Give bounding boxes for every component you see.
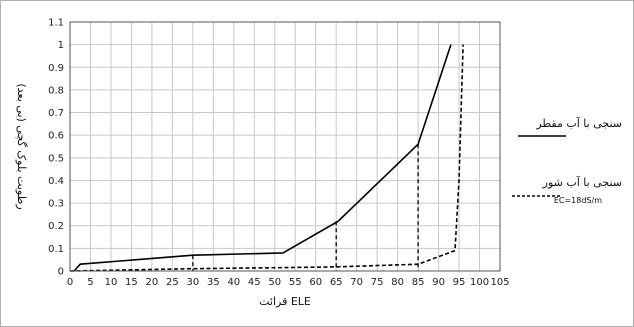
x-tick-label: 10 <box>105 277 118 288</box>
y-tick-label: 0.4 <box>48 176 64 187</box>
x-tick-label: 40 <box>227 277 240 288</box>
x-tick-label: 15 <box>125 277 138 288</box>
y-tick-label: 0.5 <box>48 153 64 164</box>
legend-label-fresh-water: سنجی با آب مقطر <box>535 116 622 130</box>
x-tick-label: 60 <box>309 277 322 288</box>
series-line-1 <box>69 44 464 272</box>
y-tick-label: 1 <box>58 40 64 51</box>
y-tick-label: 0.6 <box>48 131 64 142</box>
legend: سنجی با آب مقطر سنجی با آب شور EC=18dS/m <box>512 116 622 205</box>
x-tick-label: 55 <box>289 277 302 288</box>
x-tick-label: 20 <box>146 277 159 288</box>
x-tick-label: 65 <box>330 277 343 288</box>
x-tick-label: 25 <box>166 277 179 288</box>
x-tick-label: 75 <box>371 277 384 288</box>
y-tick-label: 0.8 <box>48 85 64 96</box>
x-tick-label: 85 <box>412 277 425 288</box>
series-line-0 <box>73 44 452 272</box>
x-axis-label: قرائت ELE <box>259 295 311 308</box>
legend-note-ec: EC=18dS/m <box>554 196 602 205</box>
x-tick-labels: 0 5 10 15 20 25 30 35 40 45 50 55 60 65 70 75 80 85 90 95 10… <box>67 277 510 288</box>
y-tick-label: 0 <box>58 267 64 278</box>
y-tick-labels: 0 0.1 0.2 0.3 0.4 0.5 0.6 0.7 0.8 0.9 1 1.1 <box>48 18 64 278</box>
series-layer <box>69 44 464 272</box>
x-tick-label: 45 <box>248 277 261 288</box>
x-tick-label: 100 <box>470 277 489 288</box>
x-tick-label: 80 <box>391 277 404 288</box>
legend-label-saline-water: سنجی با آب شور <box>542 175 622 189</box>
x-tick-label: 0 <box>67 277 73 288</box>
y-tick-label: 1.1 <box>48 18 64 29</box>
x-tick-label: 95 <box>453 277 466 288</box>
y-tick-label: 0.1 <box>48 244 64 255</box>
plot-frame <box>69 21 501 272</box>
x-tick-label: 30 <box>186 277 199 288</box>
y-tick-label: 0.9 <box>48 63 64 74</box>
y-tick-label: 0.2 <box>48 221 64 232</box>
x-tick-label: 90 <box>432 277 445 288</box>
drop-lines <box>192 144 419 271</box>
x-tick-label: 105 <box>490 277 509 288</box>
x-tick-label: 70 <box>350 277 363 288</box>
y-axis-label: رطوبت بلوک گچی (بی بعد) <box>15 83 28 209</box>
y-tick-label: 0.3 <box>48 199 64 210</box>
x-tick-label: 35 <box>207 277 220 288</box>
x-tick-label: 50 <box>268 277 281 288</box>
x-tick-label: 5 <box>87 277 93 288</box>
y-tick-label: 0.7 <box>48 108 64 119</box>
